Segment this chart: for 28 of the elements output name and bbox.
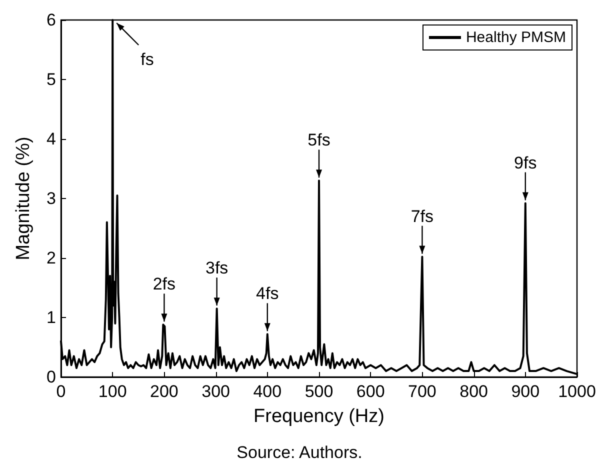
- x-tick-label: 400: [253, 382, 282, 401]
- annotation: 4fs: [256, 284, 279, 304]
- source-note: Source: Authors.: [236, 443, 364, 463]
- legend-label: Healthy PMSM: [466, 29, 566, 46]
- annotation: 5fs: [308, 130, 330, 150]
- y-axis-title: Magnitude (%): [13, 136, 34, 260]
- y-tick-label: 2: [46, 248, 56, 268]
- x-tick-label: 900: [511, 382, 540, 401]
- annotation: 7fs: [410, 206, 434, 226]
- y-tick-label: 1: [46, 308, 56, 327]
- x-tick-label: 300: [202, 382, 230, 401]
- annotation: 2fs: [152, 274, 176, 294]
- x-tick-label: 200: [150, 382, 178, 401]
- y-tick-label: 6: [46, 10, 56, 30]
- annotation: fs: [140, 50, 154, 69]
- x-axis-title: Frequency (Hz): [254, 406, 384, 427]
- x-tick-label: 500: [304, 382, 334, 401]
- y-tick-label: 4: [46, 130, 56, 148]
- x-tick-label: 800: [460, 382, 488, 401]
- y-tick-label: 0: [46, 368, 56, 386]
- x-tick-label: 1000: [558, 382, 596, 401]
- y-tick-label: 5: [46, 70, 56, 89]
- annotation: 3fs: [205, 258, 228, 278]
- y-tick-label: 3: [46, 189, 56, 208]
- x-tick-label: 700: [408, 382, 436, 401]
- x-tick-label: 600: [356, 382, 385, 401]
- annotation: 9fs: [514, 153, 537, 172]
- x-tick-label: 100: [98, 382, 127, 401]
